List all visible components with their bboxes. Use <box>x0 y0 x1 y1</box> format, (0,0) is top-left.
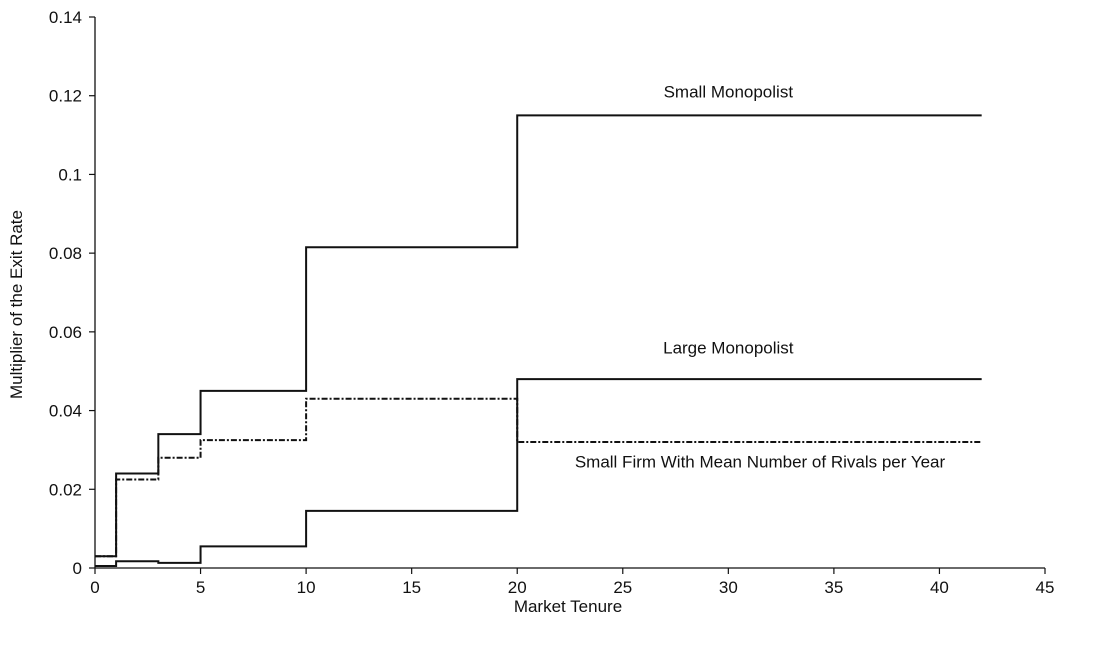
y-tick-label: 0.06 <box>49 323 82 342</box>
x-tick-label: 20 <box>508 578 527 597</box>
y-tick-label: 0.1 <box>58 165 82 184</box>
x-axis-title: Market Tenure <box>514 597 622 616</box>
x-tick-label: 45 <box>1036 578 1055 597</box>
series-annotation-2: Large Monopolist <box>663 339 794 358</box>
y-tick-label: 0.04 <box>49 402 82 421</box>
series-line-3 <box>95 397 982 558</box>
labels-layer: Small Monopolist Large Monopolist Small Fi… <box>575 83 946 472</box>
x-tick-label: 5 <box>196 578 205 597</box>
x-tick-label: 40 <box>930 578 949 597</box>
y-tick-label: 0.02 <box>49 480 82 499</box>
y-tick-label: 0.08 <box>49 244 82 263</box>
y-tick-label: 0.12 <box>49 87 82 106</box>
x-tick-label: 15 <box>402 578 421 597</box>
y-tick-label: 0.14 <box>49 8 82 27</box>
series-annotation-3: Small Firm With Mean Number of Rivals pe… <box>575 453 946 472</box>
series-line-1 <box>95 114 982 558</box>
series-annotation-1: Small Monopolist <box>664 83 794 102</box>
y-tick-label: 0 <box>73 559 82 578</box>
y-axis-title: Multiplier of the Exit Rate <box>7 210 26 399</box>
series-layer <box>95 114 982 568</box>
x-tick-label: 10 <box>297 578 316 597</box>
x-tick-label: 35 <box>824 578 843 597</box>
axes: 0 0.02 0.04 0.06 0.08 0.1 0.12 0.14 0 5 10 15 20 25 30… <box>49 8 1055 597</box>
x-tick-label: 30 <box>719 578 738 597</box>
x-tick-label: 25 <box>613 578 632 597</box>
x-tick-label: 0 <box>90 578 99 597</box>
series-line-2 <box>95 378 982 568</box>
